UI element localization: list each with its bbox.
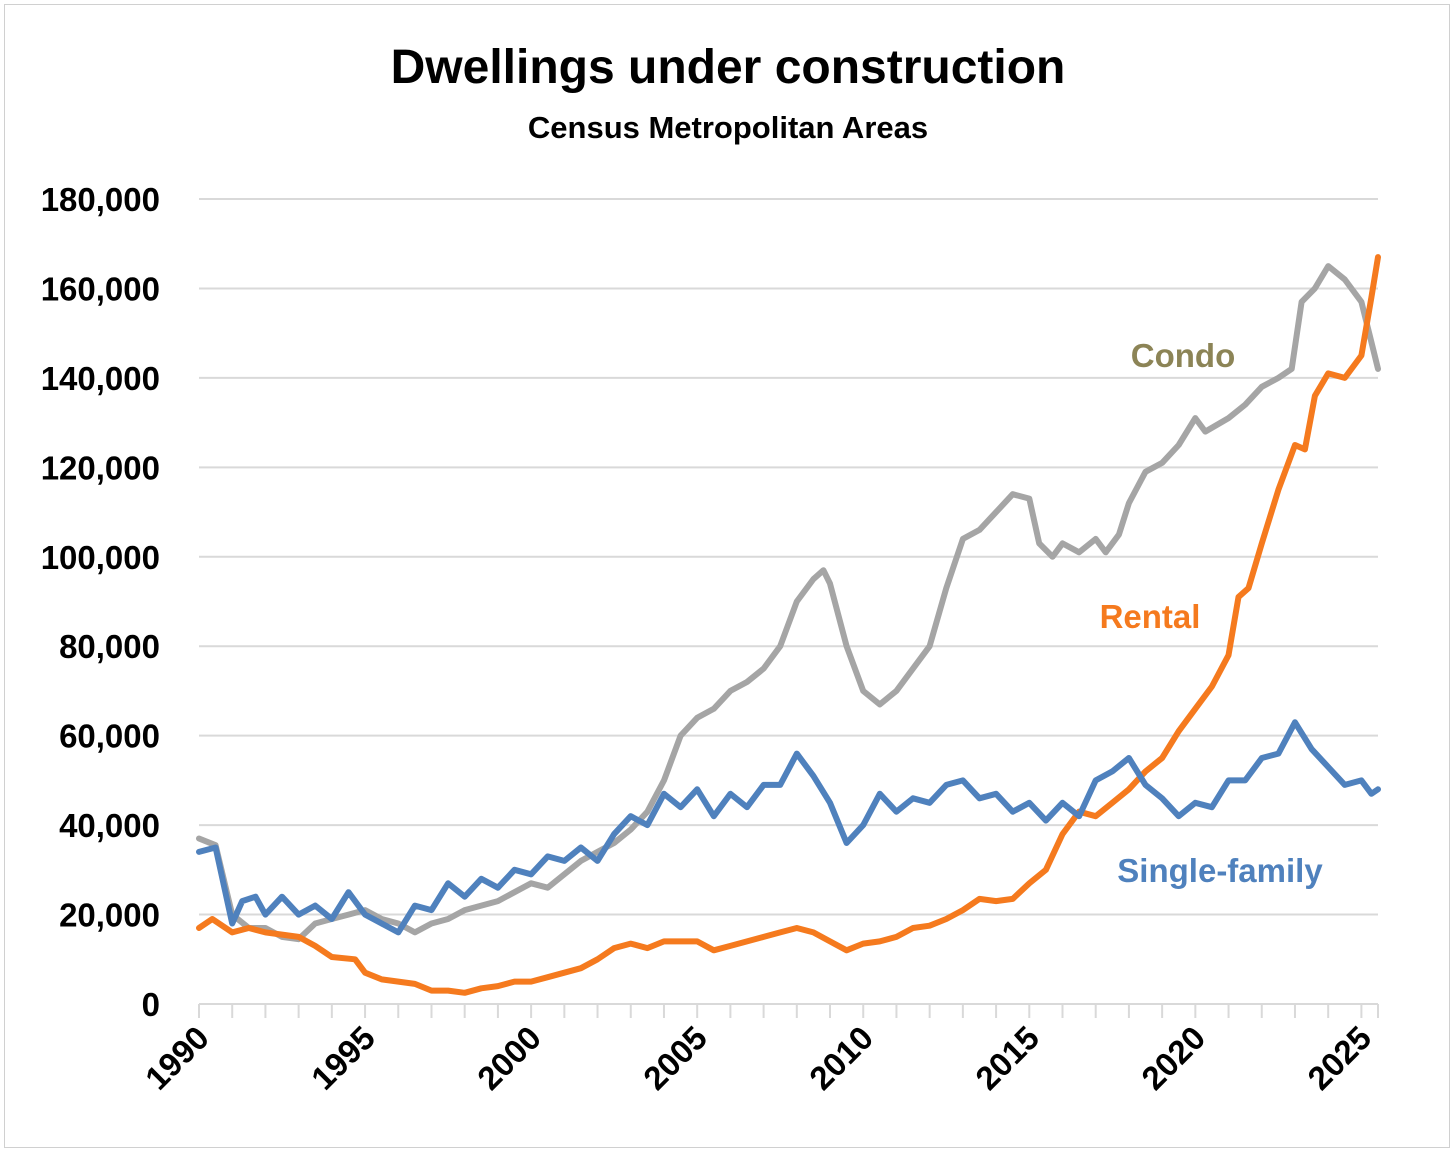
x-tick-label: 2000 <box>470 1019 548 1097</box>
y-tick-label: 100,000 <box>41 539 160 576</box>
series-label-rental: Rental <box>1100 598 1201 635</box>
y-tick-label: 140,000 <box>41 360 160 397</box>
y-tick-label: 60,000 <box>59 718 160 755</box>
x-tick-label: 1990 <box>138 1019 216 1097</box>
x-tick-label: 2025 <box>1300 1019 1378 1097</box>
y-tick-label: 120,000 <box>41 449 160 486</box>
series-line-condo <box>196 263 1381 943</box>
series-line-single-family <box>196 719 1381 936</box>
x-tick-label: 2015 <box>968 1019 1046 1097</box>
series-line-rental <box>196 254 1381 996</box>
x-tick-label: 2020 <box>1134 1019 1212 1097</box>
x-tick-label: 2005 <box>636 1019 714 1097</box>
series-label-single-family: Single-family <box>1117 852 1323 889</box>
x-tick-label: 2010 <box>802 1019 880 1097</box>
y-tick-label: 160,000 <box>41 270 160 307</box>
x-tick-label: 1995 <box>304 1019 382 1097</box>
y-tick-label: 0 <box>142 986 160 1023</box>
series-label-condo: Condo <box>1131 337 1235 374</box>
y-tick-label: 40,000 <box>59 807 160 844</box>
chart-subtitle: Census Metropolitan Areas <box>527 110 929 145</box>
y-tick-label: 20,000 <box>59 897 160 934</box>
y-tick-label: 180,000 <box>41 181 160 218</box>
chart-title: Dwellings under construction <box>390 41 1066 94</box>
chart-frame <box>4 4 1450 1148</box>
y-tick-label: 80,000 <box>59 628 160 665</box>
